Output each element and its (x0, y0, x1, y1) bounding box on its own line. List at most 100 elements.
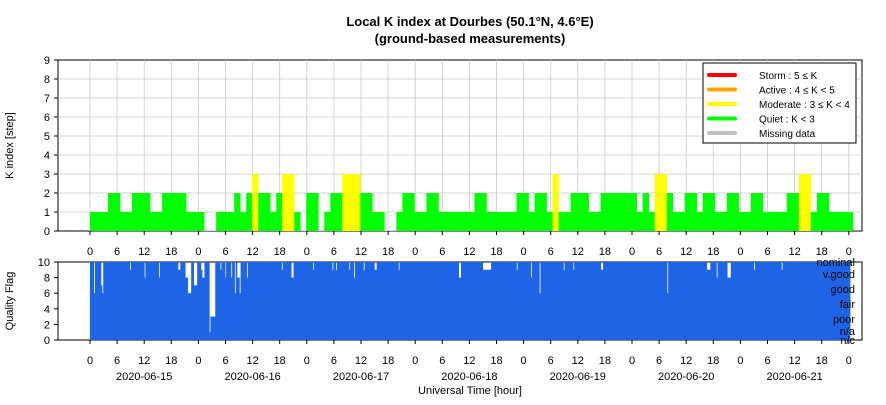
quality-bar (363, 269, 366, 340)
quality-bar (177, 269, 180, 340)
k-bar (276, 193, 283, 231)
k-bar (450, 212, 457, 231)
quality-bar (280, 262, 282, 340)
quality-bar (211, 316, 214, 340)
quality-bar (92, 262, 95, 340)
quality-bar (117, 262, 120, 340)
quality-bar (681, 262, 683, 340)
quality-bar (147, 262, 150, 340)
quality-bar (276, 262, 279, 340)
quality-bar (342, 262, 345, 340)
quality-bar (158, 277, 161, 340)
quality-bar (818, 262, 821, 340)
quality-bar (668, 262, 670, 340)
quality-bar (383, 262, 386, 340)
quality-bar (232, 262, 234, 340)
quality-bar (297, 262, 299, 340)
quality-bar (161, 262, 163, 340)
quality-bar (401, 262, 404, 340)
quality-bar (413, 262, 416, 340)
quality-bar (645, 262, 647, 340)
q-x-tick-label: 0 (412, 355, 418, 367)
quality-bar (285, 262, 287, 340)
k-x-tick-label: 0 (87, 246, 93, 258)
legend-label: Quiet : K < 3 (759, 115, 815, 126)
quality-bar (238, 277, 240, 340)
quality-bar (482, 269, 485, 340)
k-x-tick-label: 6 (114, 246, 120, 258)
quality-bar (788, 262, 791, 340)
quality-bar (554, 262, 557, 340)
quality-bar (357, 262, 359, 340)
quality-bar (424, 262, 427, 340)
quality-bar (159, 262, 162, 340)
quality-bar (846, 262, 848, 340)
quality-bar (765, 262, 768, 340)
k-bar (180, 193, 187, 231)
k-bar (330, 193, 337, 231)
quality-bar (454, 262, 457, 340)
quality-bar (352, 262, 355, 340)
quality-bar (750, 262, 752, 340)
date-label: 2020-06-18 (441, 371, 497, 383)
quality-bar (688, 262, 691, 340)
quality-bar (94, 262, 97, 340)
quality-bar (212, 316, 215, 340)
quality-bar (418, 262, 421, 340)
k-bar (270, 212, 277, 231)
quality-bar (803, 262, 805, 340)
quality-bar (699, 262, 702, 340)
quality-bar (173, 262, 175, 340)
quality-bar (505, 262, 508, 340)
quality-bar (730, 262, 733, 340)
k-index-x-ticks: 0 6 12 18 0 6 12 18 0 6 12 18 0 6 12 18 0 6 12 18 0 6 12 18 0 6 12… (87, 231, 852, 258)
quality-bar (807, 262, 810, 340)
quality-bar (587, 262, 590, 340)
k-x-tick-label: 12 (355, 246, 367, 258)
quality-bar (144, 277, 146, 340)
quality-bar (216, 262, 219, 340)
k-bar (120, 212, 127, 231)
quality-bar (658, 262, 661, 340)
quality-bar (291, 277, 293, 340)
quality-bar (333, 262, 335, 340)
k-bar (762, 212, 770, 231)
k-x-tick-label: 18 (165, 246, 177, 258)
quality-bar (842, 262, 845, 340)
quality-bar (96, 262, 98, 340)
k-bar (306, 193, 313, 231)
quality-bar (693, 262, 696, 340)
quality-bar (468, 262, 470, 340)
quality-level-label: poor (833, 314, 855, 326)
quality-bar (804, 262, 806, 340)
quality-bar (208, 262, 210, 340)
quality-bar (392, 262, 394, 340)
quality-bar (742, 262, 745, 340)
q-y-tick-label: 6 (44, 288, 50, 300)
quality-bar (217, 262, 220, 340)
quality-bar (404, 262, 406, 340)
quality-bar (162, 262, 164, 340)
quality-bar (376, 262, 379, 340)
quality-bar (841, 262, 844, 340)
quality-bar (600, 269, 603, 340)
quality-bar (152, 262, 155, 340)
k-bar (432, 193, 439, 231)
quality-bar (111, 262, 114, 340)
quality-bar (665, 262, 668, 340)
quality-bar (239, 293, 241, 340)
quality-bar (432, 262, 434, 340)
k-x-tick-label: 0 (195, 246, 201, 258)
quality-bar (483, 269, 486, 340)
quality-bar (322, 262, 325, 340)
quality-bar (204, 262, 207, 340)
quality-bar (409, 262, 411, 340)
q-x-tick-label: 12 (138, 355, 150, 367)
k-bar (792, 193, 800, 231)
quality-bar (753, 269, 756, 340)
quality-bar (135, 262, 138, 340)
quality-bar (180, 262, 182, 340)
quality-bar (457, 262, 459, 340)
date-label: 2020-06-17 (333, 371, 389, 383)
